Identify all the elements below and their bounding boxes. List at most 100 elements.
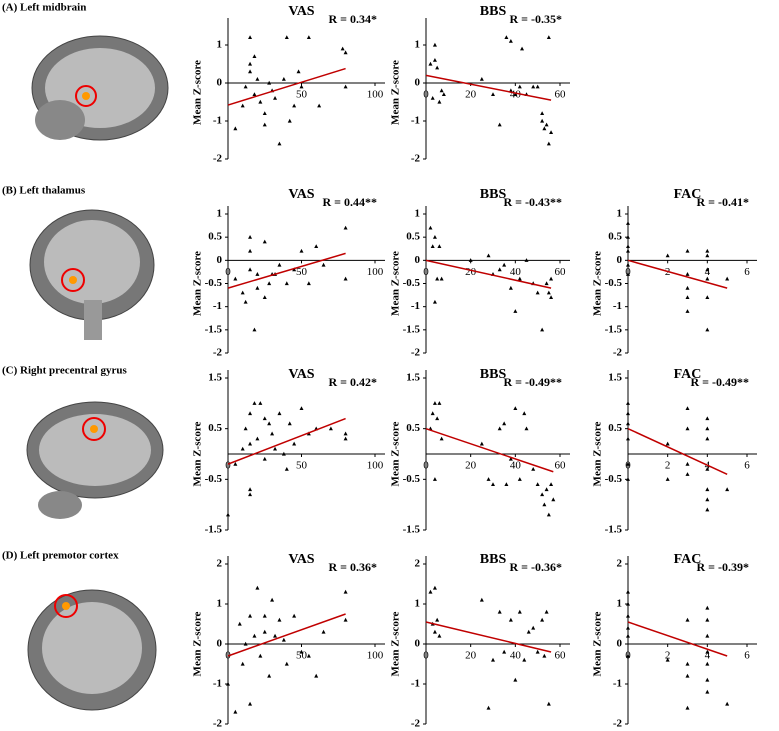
data-point — [243, 426, 248, 431]
y-tick-label: -1.5 — [605, 524, 623, 536]
y-tick-label: 0 — [617, 638, 623, 650]
y-tick-label: -1.5 — [205, 524, 223, 536]
data-point — [252, 54, 257, 58]
y-tick-label: -1.5 — [205, 323, 223, 335]
data-point — [267, 421, 272, 426]
data-point — [705, 497, 710, 502]
y-tick-label: 0.5 — [406, 231, 420, 243]
data-point — [508, 285, 513, 290]
y-axis-label: Mean Z-score — [192, 611, 204, 676]
data-point — [685, 461, 690, 466]
fit-line — [425, 74, 552, 101]
data-point — [705, 617, 710, 622]
data-point — [513, 677, 518, 682]
y-tick-label: 0.5 — [608, 231, 622, 243]
annotation: R = 0.42* — [328, 375, 377, 389]
y-tick-label: -0.5 — [205, 277, 223, 289]
data-point — [544, 281, 549, 286]
x-tick-label: 2 — [665, 650, 671, 662]
y-tick-label: 0 — [217, 77, 223, 89]
data-point — [705, 267, 710, 272]
data-point — [233, 276, 238, 281]
y-axis-label: Mean Z-score — [390, 421, 402, 486]
data-point — [248, 441, 253, 446]
data-point — [531, 84, 536, 89]
y-axis-label: Mean Z-score — [192, 60, 204, 125]
y-tick-label: -1 — [213, 678, 222, 690]
x-tick-label: 60 — [555, 266, 567, 278]
x-tick-label: 100 — [367, 650, 384, 662]
data-point — [685, 295, 690, 299]
y-tick-label: -2 — [411, 153, 421, 165]
data-point — [435, 276, 440, 281]
chart-title: VAS — [288, 367, 314, 382]
data-point — [432, 234, 437, 239]
data-point — [262, 111, 267, 115]
data-point — [273, 96, 278, 100]
y-tick-label: -2 — [613, 718, 623, 730]
data-point — [435, 617, 440, 622]
data-point — [626, 401, 630, 405]
data-point — [262, 629, 267, 634]
data-point — [705, 436, 710, 441]
annotation: R = 0.34* — [328, 12, 377, 26]
data-point — [626, 613, 630, 618]
data-point — [504, 482, 509, 486]
data-point — [258, 99, 263, 104]
data-point — [267, 80, 272, 85]
data-point — [432, 401, 437, 405]
data-point — [504, 35, 509, 39]
x-tick-label: 0 — [423, 650, 429, 662]
data-point — [705, 253, 710, 258]
data-point — [626, 601, 630, 606]
chart-title: VAS — [288, 552, 314, 567]
x-tick-label: 6 — [744, 460, 750, 472]
x-tick-label: 0 — [423, 89, 429, 101]
x-tick-label: 60 — [555, 460, 567, 472]
data-point — [705, 633, 710, 638]
data-point — [486, 253, 491, 258]
data-point — [432, 585, 437, 590]
data-point — [248, 487, 253, 492]
y-tick-label: 1 — [415, 39, 421, 51]
data-point — [535, 649, 540, 654]
data-point — [531, 625, 536, 630]
data-point — [685, 661, 690, 666]
y-tick-label: -1 — [411, 300, 420, 312]
data-point — [502, 262, 507, 267]
brain-b — [29, 209, 155, 340]
fit-line — [425, 259, 552, 289]
data-point — [544, 122, 549, 127]
data-point — [435, 416, 440, 421]
y-tick-label: -1.5 — [403, 524, 421, 536]
y-tick-label: -2 — [213, 347, 223, 359]
data-point — [284, 467, 289, 471]
y-tick-label: 0.5 — [406, 422, 420, 434]
y-tick-label: -0.5 — [205, 473, 223, 485]
fit-line — [627, 259, 728, 289]
data-point — [502, 649, 507, 654]
data-point — [535, 482, 540, 486]
data-point — [233, 126, 238, 131]
y-tick-label: -1 — [213, 300, 222, 312]
data-point — [705, 507, 710, 512]
data-point — [243, 299, 248, 304]
annotation: R = -0.49** — [504, 375, 563, 389]
x-tick-label: 4 — [705, 650, 711, 662]
fit-line — [227, 417, 346, 465]
data-point — [544, 487, 549, 492]
data-point — [626, 262, 630, 267]
data-point — [267, 673, 272, 678]
data-point — [262, 456, 267, 461]
data-point — [428, 61, 433, 66]
x-tick-label: 60 — [555, 89, 567, 101]
data-point — [258, 653, 263, 658]
data-point — [486, 477, 491, 481]
data-point — [437, 244, 442, 249]
data-point — [248, 411, 253, 416]
x-tick-label: 6 — [744, 266, 750, 278]
x-tick-label: 4 — [705, 266, 711, 278]
